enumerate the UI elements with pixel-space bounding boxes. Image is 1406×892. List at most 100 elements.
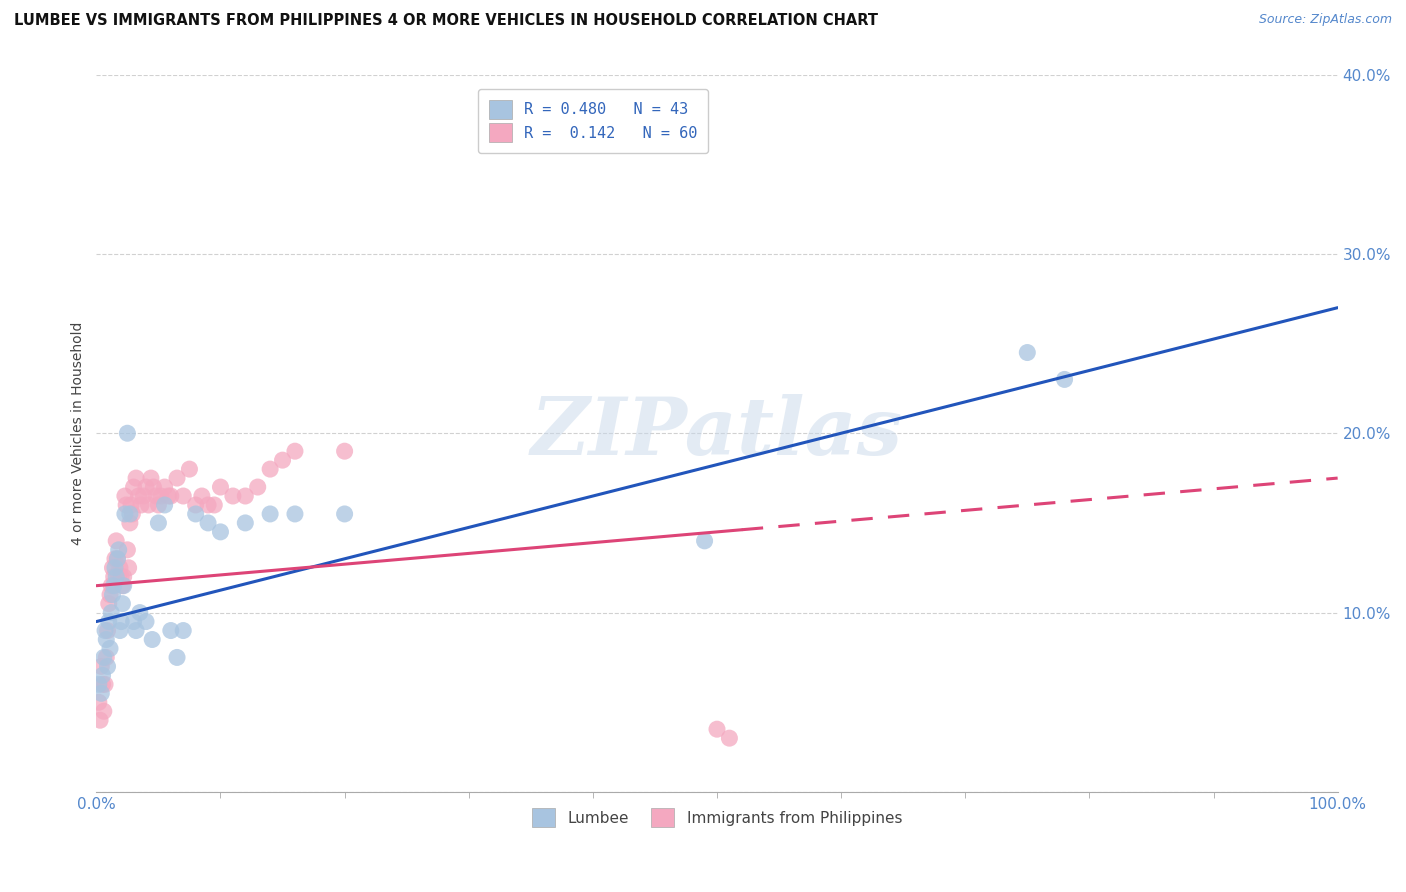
Point bbox=[333, 507, 356, 521]
Point bbox=[87, 677, 110, 691]
Point bbox=[233, 516, 256, 530]
Point bbox=[202, 498, 225, 512]
Point bbox=[271, 453, 294, 467]
Point bbox=[148, 498, 170, 512]
Point bbox=[149, 489, 172, 503]
Point bbox=[105, 533, 128, 548]
Point bbox=[108, 624, 131, 638]
Point bbox=[333, 444, 356, 458]
Legend: Lumbee, Immigrants from Philippines: Lumbee, Immigrants from Philippines bbox=[524, 801, 910, 835]
Point bbox=[246, 480, 269, 494]
Point bbox=[184, 507, 207, 521]
Point bbox=[718, 731, 741, 746]
Point bbox=[107, 570, 129, 584]
Point bbox=[179, 462, 201, 476]
Point bbox=[98, 588, 121, 602]
Point bbox=[141, 632, 163, 647]
Point bbox=[94, 624, 117, 638]
Point bbox=[91, 677, 114, 691]
Point bbox=[128, 489, 150, 503]
Point bbox=[90, 686, 112, 700]
Point bbox=[93, 704, 115, 718]
Point bbox=[148, 516, 170, 530]
Point bbox=[114, 507, 136, 521]
Point bbox=[101, 588, 124, 602]
Point bbox=[115, 498, 138, 512]
Point bbox=[166, 471, 188, 485]
Point bbox=[96, 650, 118, 665]
Point bbox=[132, 489, 155, 503]
Point bbox=[120, 498, 142, 512]
Point bbox=[117, 542, 139, 557]
Text: Source: ZipAtlas.com: Source: ZipAtlas.com bbox=[1258, 13, 1392, 27]
Point bbox=[108, 561, 131, 575]
Point bbox=[259, 462, 281, 476]
Point bbox=[112, 579, 135, 593]
Point bbox=[197, 498, 219, 512]
Point bbox=[122, 480, 145, 494]
Point bbox=[1053, 372, 1076, 386]
Point bbox=[222, 489, 245, 503]
Point bbox=[107, 551, 129, 566]
Point bbox=[107, 551, 129, 566]
Point bbox=[96, 659, 118, 673]
Point bbox=[184, 498, 207, 512]
Point bbox=[1017, 345, 1039, 359]
Point bbox=[110, 615, 132, 629]
Y-axis label: 4 or more Vehicles in Household: 4 or more Vehicles in Household bbox=[72, 321, 86, 545]
Point bbox=[105, 570, 128, 584]
Point bbox=[100, 579, 122, 593]
Point bbox=[153, 498, 176, 512]
Point bbox=[111, 579, 134, 593]
Point bbox=[125, 471, 148, 485]
Point bbox=[209, 524, 232, 539]
Point bbox=[129, 498, 152, 512]
Point bbox=[103, 570, 125, 584]
Point bbox=[121, 507, 143, 521]
Point bbox=[103, 579, 125, 593]
Point bbox=[172, 489, 194, 503]
Point bbox=[114, 489, 136, 503]
Point bbox=[111, 597, 134, 611]
Point bbox=[87, 695, 110, 709]
Point bbox=[101, 561, 124, 575]
Point bbox=[90, 659, 112, 673]
Point bbox=[159, 624, 181, 638]
Point bbox=[233, 489, 256, 503]
Point bbox=[197, 516, 219, 530]
Point bbox=[159, 489, 181, 503]
Point bbox=[96, 624, 118, 638]
Point bbox=[118, 507, 141, 521]
Point bbox=[118, 516, 141, 530]
Point bbox=[97, 615, 120, 629]
Point bbox=[166, 650, 188, 665]
Point bbox=[110, 570, 132, 584]
Point bbox=[104, 561, 127, 575]
Point bbox=[89, 713, 111, 727]
Point bbox=[91, 668, 114, 682]
Point bbox=[125, 624, 148, 638]
Point bbox=[122, 615, 145, 629]
Text: ZIPatlas: ZIPatlas bbox=[531, 394, 903, 472]
Point bbox=[100, 606, 122, 620]
Point bbox=[117, 426, 139, 441]
Point bbox=[104, 551, 127, 566]
Point bbox=[259, 507, 281, 521]
Text: LUMBEE VS IMMIGRANTS FROM PHILIPPINES 4 OR MORE VEHICLES IN HOUSEHOLD CORRELATIO: LUMBEE VS IMMIGRANTS FROM PHILIPPINES 4 … bbox=[14, 13, 879, 29]
Point bbox=[706, 722, 728, 736]
Point bbox=[135, 480, 157, 494]
Point bbox=[107, 542, 129, 557]
Point bbox=[96, 632, 118, 647]
Point bbox=[135, 615, 157, 629]
Point bbox=[138, 498, 160, 512]
Point bbox=[209, 480, 232, 494]
Point bbox=[97, 597, 120, 611]
Point bbox=[191, 489, 214, 503]
Point bbox=[98, 641, 121, 656]
Point bbox=[142, 480, 165, 494]
Point bbox=[94, 677, 117, 691]
Point bbox=[93, 650, 115, 665]
Point bbox=[153, 480, 176, 494]
Point bbox=[693, 533, 716, 548]
Point bbox=[172, 624, 194, 638]
